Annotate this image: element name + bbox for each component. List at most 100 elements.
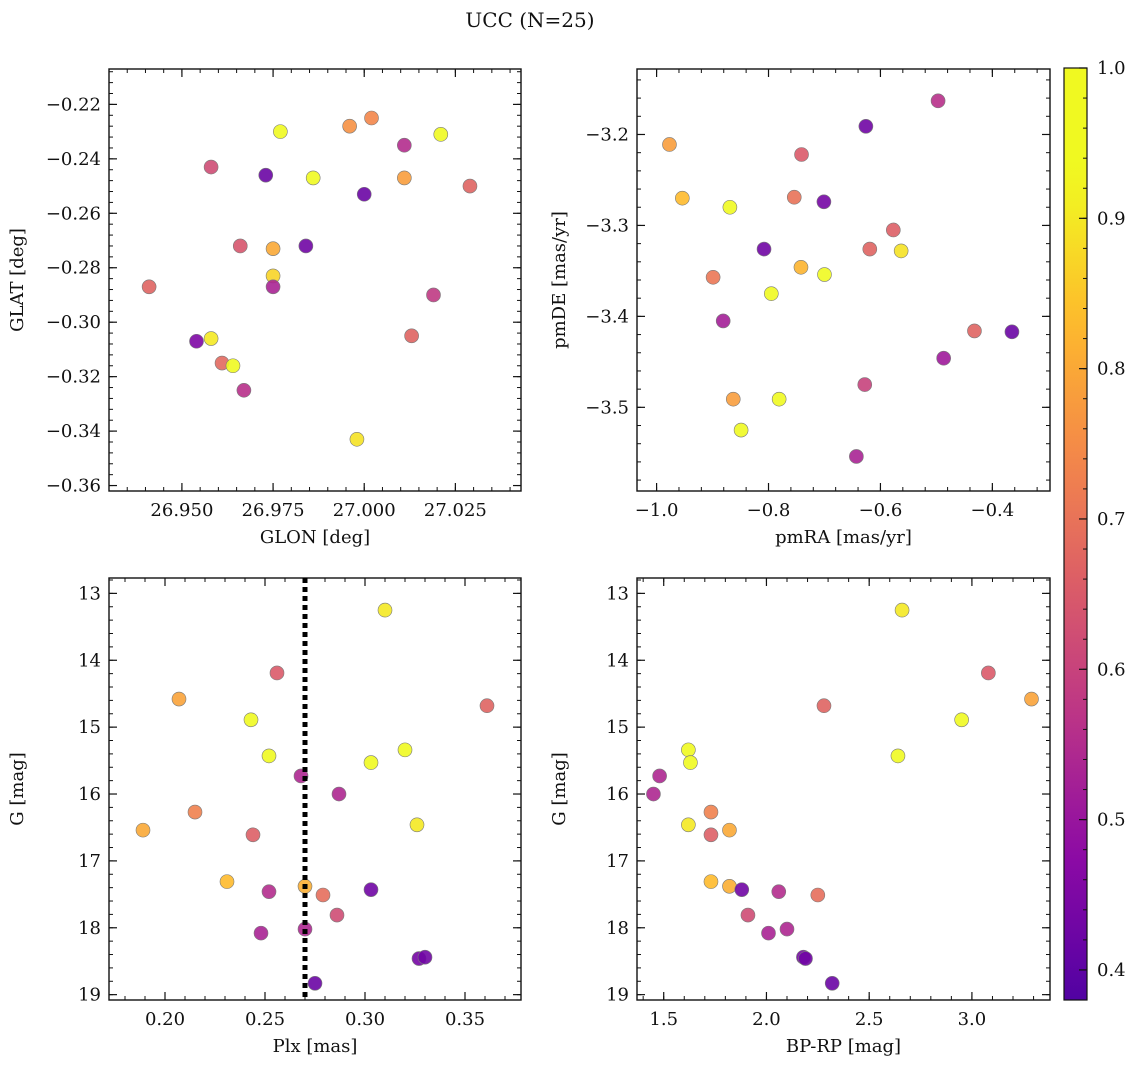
data-point: [225, 358, 241, 374]
data-point: [761, 925, 776, 941]
data-point: [404, 328, 419, 344]
data-point: [479, 698, 495, 714]
panel-2: −1.0 −0.8 −0.6 −0.4 −3.5 −3.4 −3.3 −3.2 pmRA [ma…: [549, 68, 1051, 548]
data-point: [397, 170, 412, 186]
data-point: [857, 377, 873, 392]
y-tick-label: −0.30: [46, 312, 101, 333]
x-tick-label: 0.25: [245, 1009, 285, 1030]
figure-title: UCC (N=25): [465, 8, 594, 32]
data-point: [740, 907, 756, 923]
data-point: [810, 887, 826, 903]
y-tick-label: 13: [78, 583, 101, 604]
data-point: [890, 748, 906, 764]
x-tick-label: −0.6: [859, 500, 903, 521]
data-point: [258, 167, 274, 183]
x-tick-label: −0.4: [970, 500, 1014, 521]
data-point: [315, 887, 331, 903]
data-point: [307, 975, 323, 991]
data-point: [681, 817, 696, 833]
data-point: [858, 118, 874, 134]
y-tick-label: −0.36: [46, 476, 101, 497]
y-tick-label: −0.22: [46, 94, 101, 115]
y-tick-label: 18: [606, 918, 629, 939]
data-point: [703, 804, 719, 820]
data-point: [675, 190, 690, 206]
data-point: [734, 882, 750, 897]
data-point: [794, 147, 809, 162]
y-tick-label: 16: [606, 784, 629, 805]
data-point: [409, 817, 425, 833]
y-tick-label: 17: [606, 851, 629, 872]
data-point: [779, 921, 795, 937]
panel-4: 1.5 2.0 2.5 3.0 13 14 15 16 17 18 19 BP-RP [mag] G […: [549, 577, 1051, 1057]
data-point: [681, 742, 696, 758]
data-point: [363, 882, 379, 897]
y-tick-label: −0.28: [46, 258, 101, 279]
panel-3: 0.20 0.25 0.30 0.35 13 14 15 16 17 18 19 Plx [mas] G…: [7, 577, 522, 1057]
data-point: [417, 949, 433, 965]
data-point: [771, 884, 787, 899]
x-tick-label: 26.950: [150, 500, 213, 521]
y-tick-label: −3.2: [585, 124, 629, 145]
x-tick-label: −0.8: [747, 500, 791, 521]
data-point: [426, 287, 441, 303]
data-point: [397, 742, 413, 758]
data-point: [967, 323, 982, 339]
data-point: [764, 286, 779, 301]
data-point: [722, 822, 737, 838]
data-point: [652, 768, 667, 784]
colorbar: 0.4 0.5 0.6 0.7 0.8 0.9 1.0: [1063, 58, 1126, 1001]
y-axis-label: G [mag]: [549, 752, 570, 825]
y-tick-label: −0.24: [46, 149, 101, 170]
x-tick-label: 2.5: [855, 1009, 884, 1030]
data-point: [683, 755, 698, 770]
data-point: [305, 170, 321, 186]
data-point: [771, 391, 787, 407]
data-point: [187, 804, 203, 820]
y-tick-label: 19: [606, 985, 629, 1006]
data-point: [253, 925, 269, 941]
x-axis-label: GLON [deg]: [260, 527, 370, 548]
data-point: [298, 238, 314, 254]
x-tick-label: 3.0: [958, 1009, 987, 1030]
data-point: [265, 241, 281, 256]
data-point: [269, 665, 285, 681]
colorbar-tick-label: 1.0: [1097, 58, 1126, 79]
data-point: [715, 313, 731, 329]
colorbar-tick-label: 0.8: [1097, 359, 1126, 380]
data-point: [703, 874, 719, 889]
data-point: [203, 331, 219, 346]
data-point: [886, 222, 901, 238]
x-axis-label: Plx [mas]: [273, 1036, 358, 1057]
y-axis-label: G [mag]: [7, 752, 28, 825]
colorbar-tick-label: 0.9: [1097, 208, 1126, 229]
x-tick-label: −1.0: [635, 500, 679, 521]
x-tick-label: 27.025: [424, 500, 487, 521]
data-point: [816, 698, 832, 714]
data-point: [219, 874, 235, 889]
data-point: [236, 382, 252, 398]
data-point: [433, 127, 449, 142]
data-point: [936, 350, 951, 366]
data-point: [930, 93, 946, 109]
data-point: [203, 159, 219, 175]
y-tick-label: 16: [78, 784, 101, 805]
y-tick-label: −0.34: [46, 421, 101, 442]
data-point: [329, 907, 345, 923]
y-tick-label: 14: [78, 650, 101, 671]
data-point: [646, 786, 661, 802]
colorbar-tick-label: 0.6: [1097, 659, 1126, 680]
x-tick-label: 2.0: [752, 1009, 781, 1030]
colorbar-tick-label: 0.4: [1097, 960, 1126, 981]
data-point: [261, 748, 277, 764]
x-tick-label: 1.5: [649, 1009, 678, 1030]
data-point: [135, 822, 151, 838]
y-tick-label: −3.4: [585, 306, 629, 327]
x-tick-label: 27.000: [333, 500, 396, 521]
data-point: [954, 712, 969, 728]
data-point: [261, 884, 277, 899]
colorbar-tick-label: 0.5: [1097, 810, 1126, 831]
y-tick-label: 14: [606, 650, 629, 671]
y-axis-label: GLAT [deg]: [7, 228, 28, 332]
